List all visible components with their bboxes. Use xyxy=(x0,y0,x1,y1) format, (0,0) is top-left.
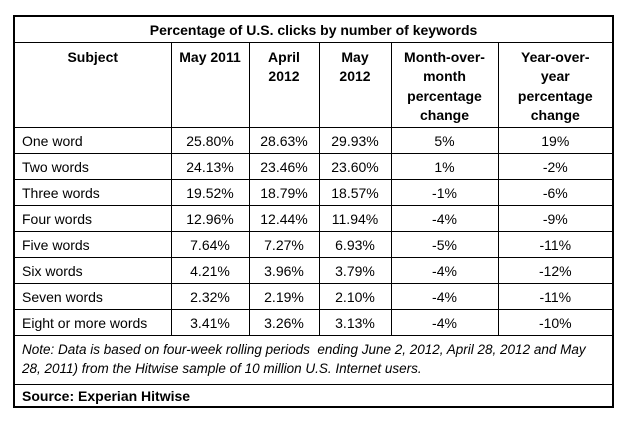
value-cell: 5% xyxy=(390,127,499,155)
value-cell: -4% xyxy=(390,283,499,311)
value-cell: -4% xyxy=(390,257,499,285)
value-cell: 12.44% xyxy=(248,205,320,233)
value-cell: -4% xyxy=(390,309,499,337)
value-cell: 4.21% xyxy=(170,257,250,285)
value-cell: -5% xyxy=(390,231,499,259)
table-row: Five words 7.64% 7.27% 6.93% -5% -11% xyxy=(13,231,614,259)
value-cell: 23.60% xyxy=(318,153,392,181)
value-cell: 11.94% xyxy=(318,205,392,233)
keywords-clicks-table: Percentage of U.S. clicks by number of k… xyxy=(13,15,615,409)
value-cell: -2% xyxy=(497,153,614,181)
value-cell: 6.93% xyxy=(318,231,392,259)
table-title: Percentage of U.S. clicks by number of k… xyxy=(13,15,614,43)
table-row: Two words 24.13% 23.46% 23.60% 1% -2% xyxy=(13,153,614,181)
subject-cell: Five words xyxy=(13,231,172,259)
table-row: Four words 12.96% 12.44% 11.94% -4% -9% xyxy=(13,205,614,233)
value-cell: -6% xyxy=(497,179,614,207)
subject-cell: Six words xyxy=(13,257,172,285)
value-cell: 3.26% xyxy=(248,309,320,337)
column-header-subject: Subject xyxy=(13,41,172,129)
subject-cell: Two words xyxy=(13,153,172,181)
header-row: Subject May 2011 April 2012 May 2012 Mon… xyxy=(13,41,614,129)
value-cell: 7.27% xyxy=(248,231,320,259)
column-header-may-2011: May 2011 xyxy=(170,41,250,129)
value-cell: 3.79% xyxy=(318,257,392,285)
value-cell: -10% xyxy=(497,309,614,337)
value-cell: -12% xyxy=(497,257,614,285)
value-cell: 3.13% xyxy=(318,309,392,337)
subject-cell: Four words xyxy=(13,205,172,233)
title-row: Percentage of U.S. clicks by number of k… xyxy=(13,15,614,43)
value-cell: 29.93% xyxy=(318,127,392,155)
table-source: Source: Experian Hitwise xyxy=(13,384,614,408)
column-header-yoy-change: Year-over- year percentage change xyxy=(497,41,614,129)
value-cell: 28.63% xyxy=(248,127,320,155)
value-cell: 7.64% xyxy=(170,231,250,259)
table-row: Eight or more words 3.41% 3.26% 3.13% -4… xyxy=(13,309,614,337)
value-cell: 18.57% xyxy=(318,179,392,207)
subject-cell: Three words xyxy=(13,179,172,207)
source-row: Source: Experian Hitwise xyxy=(13,384,614,408)
value-cell: -9% xyxy=(497,205,614,233)
value-cell: 24.13% xyxy=(170,153,250,181)
note-row: Note: Data is based on four-week rolling… xyxy=(13,335,614,386)
value-cell: 3.41% xyxy=(170,309,250,337)
column-header-mom-change: Month-over- month percentage change xyxy=(390,41,499,129)
subject-cell: One word xyxy=(13,127,172,155)
subject-cell: Eight or more words xyxy=(13,309,172,337)
value-cell: 25.80% xyxy=(170,127,250,155)
value-cell: -1% xyxy=(390,179,499,207)
value-cell: 19% xyxy=(497,127,614,155)
table-row: One word 25.80% 28.63% 29.93% 5% 19% xyxy=(13,127,614,155)
value-cell: 2.19% xyxy=(248,283,320,311)
column-header-april-2012: April 2012 xyxy=(248,41,320,129)
value-cell: 3.96% xyxy=(248,257,320,285)
value-cell: -11% xyxy=(497,283,614,311)
value-cell: -11% xyxy=(497,231,614,259)
value-cell: 12.96% xyxy=(170,205,250,233)
value-cell: 2.10% xyxy=(318,283,392,311)
value-cell: 1% xyxy=(390,153,499,181)
table-row: Six words 4.21% 3.96% 3.79% -4% -12% xyxy=(13,257,614,285)
table-note: Note: Data is based on four-week rolling… xyxy=(13,335,614,386)
value-cell: 23.46% xyxy=(248,153,320,181)
table-row: Three words 19.52% 18.79% 18.57% -1% -6% xyxy=(13,179,614,207)
column-header-may-2012: May 2012 xyxy=(318,41,392,129)
value-cell: -4% xyxy=(390,205,499,233)
value-cell: 19.52% xyxy=(170,179,250,207)
value-cell: 18.79% xyxy=(248,179,320,207)
subject-cell: Seven words xyxy=(13,283,172,311)
table-row: Seven words 2.32% 2.19% 2.10% -4% -11% xyxy=(13,283,614,311)
value-cell: 2.32% xyxy=(170,283,250,311)
